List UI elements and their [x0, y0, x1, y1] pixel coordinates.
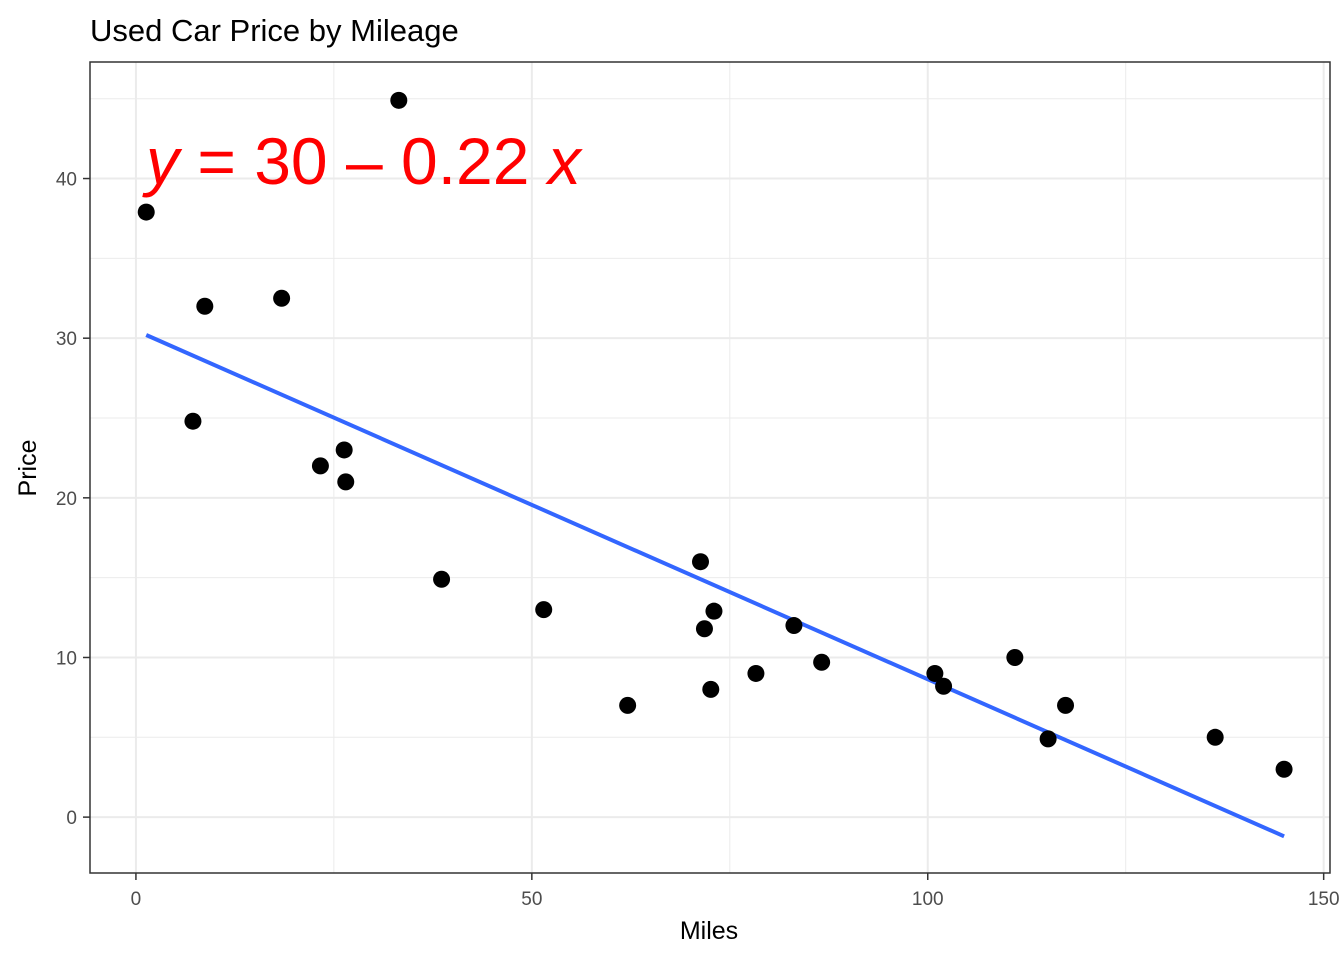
data-point	[935, 677, 953, 695]
data-point	[390, 91, 408, 109]
data-point	[1057, 696, 1075, 714]
x-tick-label: 100	[912, 889, 944, 910]
data-point	[785, 617, 803, 635]
data-point	[311, 457, 329, 475]
data-point	[184, 412, 202, 430]
data-point	[813, 653, 831, 671]
x-tick-label: 50	[521, 889, 542, 910]
data-point	[433, 570, 451, 588]
chart-title: Used Car Price by Mileage	[90, 13, 459, 48]
data-point	[273, 289, 291, 307]
data-point	[691, 553, 709, 571]
y-tick-label: 20	[56, 489, 77, 510]
equation-rhs: = 30 – 0.22	[179, 124, 548, 198]
data-point	[337, 473, 355, 491]
y-tick-label: 40	[56, 170, 77, 191]
data-point	[335, 441, 353, 459]
y-tick-label: 30	[56, 329, 77, 350]
x-axis-title: Miles	[680, 917, 738, 945]
equation-y-var: y	[142, 124, 183, 198]
data-point	[1006, 648, 1024, 666]
y-tick-label: 10	[56, 648, 77, 669]
panel-border	[89, 61, 1331, 874]
data-point	[705, 602, 723, 620]
data-point	[926, 664, 944, 682]
grid	[90, 62, 1330, 873]
data-point	[747, 664, 765, 682]
points	[137, 91, 1293, 778]
data-point	[1275, 760, 1293, 778]
fit-line-group	[145, 333, 1285, 839]
x-tick-label: 0	[131, 889, 142, 910]
data-point	[137, 203, 155, 221]
data-point	[535, 601, 553, 619]
data-point	[1206, 728, 1224, 746]
data-point	[702, 680, 720, 698]
y-axis: 0 10 20 30 40	[56, 170, 90, 829]
regression-line	[145, 333, 1285, 839]
y-axis-title: Price	[14, 440, 42, 497]
x-axis: 0 50 100 150	[131, 873, 1340, 910]
x-tick-label: 150	[1308, 889, 1340, 910]
regression-equation: y = 30 – 0.22 x	[142, 124, 583, 198]
y-tick-label: 0	[66, 808, 77, 829]
data-point	[1039, 730, 1057, 748]
equation-x-var: x	[545, 124, 583, 198]
data-point	[196, 297, 214, 315]
data-point	[619, 696, 637, 714]
data-point	[695, 620, 713, 638]
